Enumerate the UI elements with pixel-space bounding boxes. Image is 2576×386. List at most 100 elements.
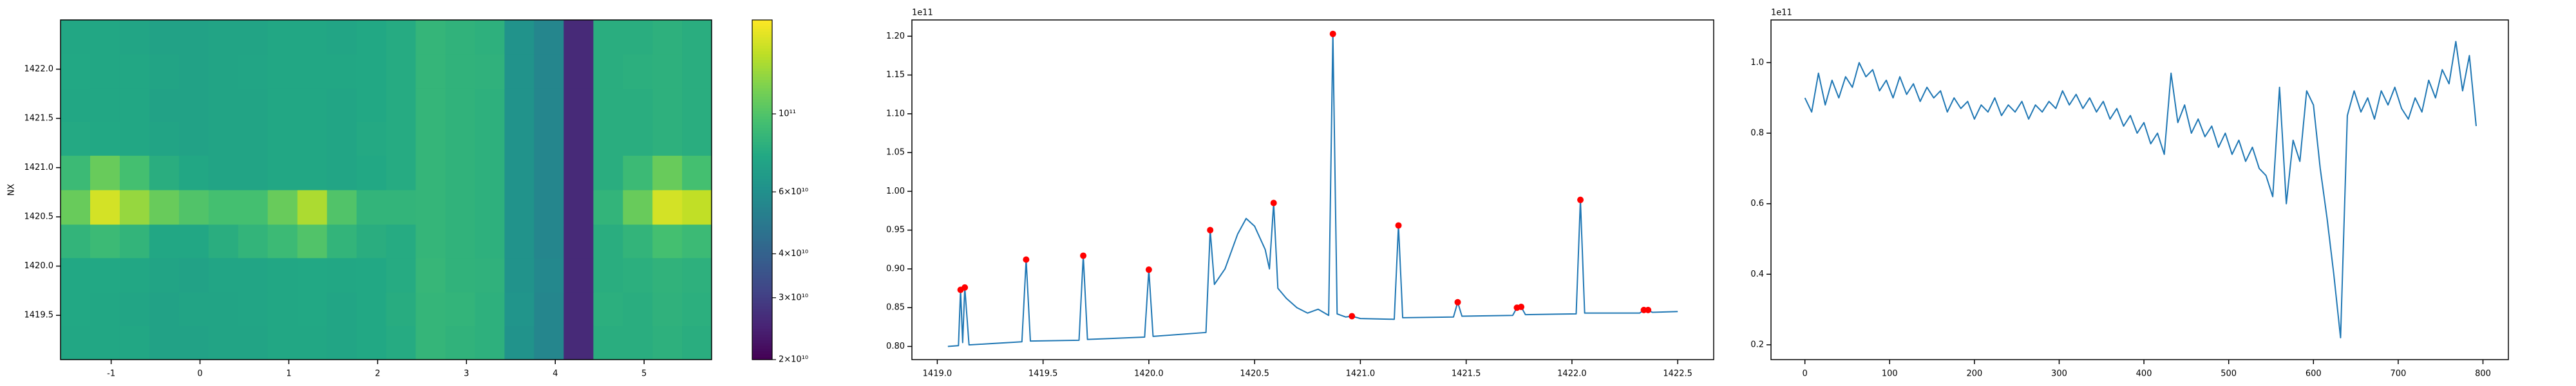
heatmap-cell bbox=[297, 120, 328, 156]
colorbar-strip bbox=[752, 209, 772, 213]
heatmap-cell bbox=[149, 190, 180, 225]
heatmap-cell bbox=[386, 223, 417, 259]
heatmap-cell bbox=[564, 223, 594, 259]
heatmap-cell bbox=[593, 53, 623, 89]
colorbar-strip bbox=[752, 68, 772, 71]
colorbar-strip bbox=[752, 322, 772, 326]
colorbar-strip bbox=[752, 201, 772, 205]
heatmap-cell bbox=[593, 257, 623, 293]
y-tick-label: 0.95 bbox=[886, 225, 905, 235]
colorbar-strip bbox=[752, 53, 772, 57]
heatmap-cell bbox=[564, 155, 594, 190]
heatmap-cell bbox=[682, 223, 712, 259]
colorbar-strip bbox=[752, 280, 772, 284]
y-tick-label: 0.4 bbox=[1750, 270, 1764, 279]
heatmap-cell bbox=[415, 20, 446, 55]
heatmap-cell bbox=[593, 190, 623, 225]
heatmap-cell bbox=[267, 155, 298, 190]
heatmap-cell bbox=[504, 87, 535, 122]
heatmap-cell bbox=[327, 257, 357, 293]
heatmap-cell bbox=[178, 291, 209, 326]
colorbar-strip bbox=[752, 170, 772, 174]
heatmap-cell bbox=[652, 155, 683, 190]
peak-marker bbox=[1270, 199, 1277, 207]
heatmap-cell bbox=[327, 20, 357, 55]
colorbar-strip bbox=[752, 39, 772, 43]
peak-marker bbox=[961, 284, 969, 291]
heatmap-cell bbox=[652, 120, 683, 156]
heatmap-cell bbox=[475, 326, 506, 360]
colorbar-strip bbox=[752, 348, 772, 352]
peak-marker bbox=[1454, 299, 1461, 306]
colorbar-strip bbox=[752, 328, 772, 332]
heatmap-cell bbox=[682, 53, 712, 89]
heatmap-cell bbox=[327, 53, 357, 89]
colorbar-strip bbox=[752, 257, 772, 261]
heatmap-cell bbox=[356, 291, 387, 326]
x-tick-label: 400 bbox=[2136, 369, 2152, 379]
colorbar-strip bbox=[752, 48, 772, 51]
heatmap-cell bbox=[445, 87, 476, 122]
colorbar-strip bbox=[752, 283, 772, 287]
heatmap-cell bbox=[652, 326, 683, 360]
peak-marker bbox=[1145, 266, 1152, 273]
heatmap-cell bbox=[534, 87, 564, 122]
colorbar-strip bbox=[752, 23, 772, 26]
x-tick-label: 3 bbox=[464, 369, 469, 379]
heatmap-cell bbox=[652, 87, 683, 122]
heatmap-cell bbox=[297, 53, 328, 89]
heatmap-cell bbox=[208, 20, 239, 55]
heatmap-cell bbox=[445, 20, 476, 55]
x-tick-label: 1419.5 bbox=[1028, 369, 1058, 379]
y-tick-label: 1.05 bbox=[886, 148, 905, 158]
heatmap-cell bbox=[327, 291, 357, 326]
heatmap-cell bbox=[415, 190, 446, 225]
heatmap-cell bbox=[61, 291, 91, 326]
colorbar-strip bbox=[752, 181, 772, 185]
colorbar-strip bbox=[752, 142, 772, 145]
heatmap-cell bbox=[238, 120, 269, 156]
y-tick-label: 0.2 bbox=[1750, 340, 1764, 349]
colorbar-strip bbox=[752, 37, 772, 41]
heatmap-cell bbox=[504, 223, 535, 259]
heatmap-cell bbox=[90, 53, 120, 89]
heatmap-cell bbox=[652, 223, 683, 259]
colorbar-strip bbox=[752, 85, 772, 89]
heatmap-cell bbox=[208, 223, 239, 259]
heatmap-cell bbox=[178, 120, 209, 156]
y-tick-label: 0.85 bbox=[886, 303, 905, 313]
colorbar-strip bbox=[752, 263, 772, 267]
colorbar-strip bbox=[752, 275, 772, 278]
heatmap-cell bbox=[61, 53, 91, 89]
x-tick-label: 1420.5 bbox=[1240, 369, 1269, 379]
colorbar-strip bbox=[752, 144, 772, 148]
heatmap-cell bbox=[238, 20, 269, 55]
colorbar-strip bbox=[752, 147, 772, 151]
x-tick-label: 1422.5 bbox=[1663, 369, 1692, 379]
heatmap-cell bbox=[564, 120, 594, 156]
heatmap-cell bbox=[415, 326, 446, 360]
heatmap-cell bbox=[593, 120, 623, 156]
colorbar-strip bbox=[752, 158, 772, 162]
heatmap-cell bbox=[297, 223, 328, 259]
heatmap-cell bbox=[267, 257, 298, 293]
heatmap-cell bbox=[593, 223, 623, 259]
heatmap-cell bbox=[327, 223, 357, 259]
heatmap-cell bbox=[90, 223, 120, 259]
colorbar-strip bbox=[752, 57, 772, 60]
heatmap-cell bbox=[267, 20, 298, 55]
heatmap-cell bbox=[149, 257, 180, 293]
heatmap-cell bbox=[119, 20, 150, 55]
colorbar-strip bbox=[752, 204, 772, 207]
heatmap-cell bbox=[327, 120, 357, 156]
y-tick-label: 0.8 bbox=[1750, 129, 1764, 138]
colorbar-strip bbox=[752, 192, 772, 196]
colorbar-strip bbox=[752, 65, 772, 69]
heatmap-cell bbox=[534, 223, 564, 259]
colorbar-strip bbox=[752, 102, 772, 106]
y-tick-label: 1420.0 bbox=[24, 261, 54, 271]
colorbar-strip bbox=[752, 167, 772, 170]
heatmap-cell bbox=[238, 223, 269, 259]
heatmap-cell bbox=[356, 155, 387, 190]
heatmap-cell bbox=[208, 87, 239, 122]
